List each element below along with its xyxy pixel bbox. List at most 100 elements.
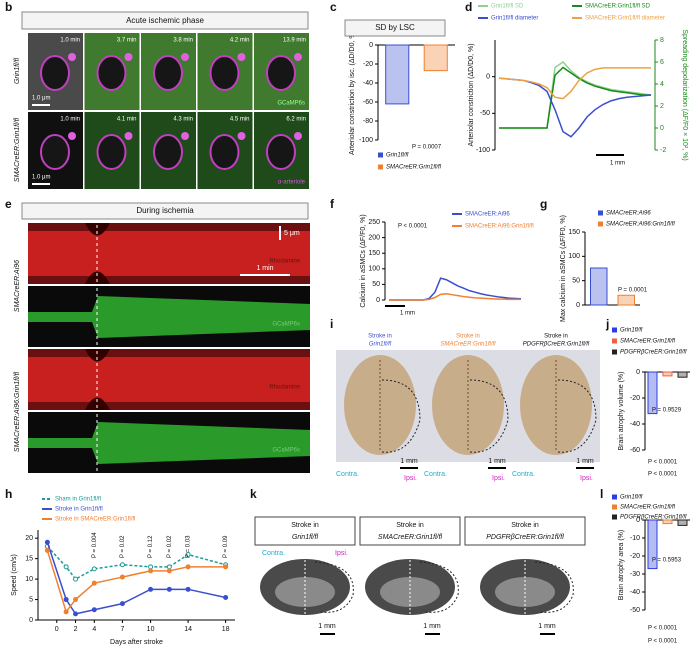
label-box [254, 516, 356, 546]
scale-label: 5 μm [284, 230, 300, 237]
point [63, 564, 69, 570]
y-tick-label: 50 [572, 278, 580, 285]
series-line [499, 66, 651, 129]
annotation: P = 0.09 [223, 535, 229, 558]
series-line [389, 277, 522, 301]
y2-tick-label: 6 [660, 59, 664, 66]
y-tick-label: 200 [368, 234, 380, 241]
annotation: P < 0.0001 [648, 626, 678, 632]
x-tick-label: 14 [184, 626, 192, 633]
lesion-outline [534, 561, 574, 613]
point [63, 609, 69, 615]
side-label: Ipsi. [335, 550, 348, 557]
y-tick-label: 20 [25, 535, 33, 542]
y-tick-label: -100 [359, 137, 373, 144]
panel-letter: g [540, 197, 547, 211]
point [148, 568, 154, 574]
x-tick-label: 2 [74, 626, 78, 633]
side-label: Contra. [336, 471, 359, 478]
legend-label: Grin1fl/fl SD [491, 4, 524, 10]
y-tick-label: -20 [630, 395, 640, 402]
legend-label: Grin1fl/fl [386, 153, 409, 159]
series-line [46, 545, 226, 581]
y-tick-label: 15 [25, 555, 33, 562]
panel-letter: j [605, 317, 609, 331]
title-box [21, 11, 309, 30]
label: Grin1fl/fl [292, 534, 319, 541]
y-tick-label: -40 [363, 80, 373, 87]
legend-marker [598, 221, 603, 227]
panel-letter: d [465, 0, 472, 14]
vessel [266, 134, 296, 170]
panel-letter: f [330, 197, 335, 211]
legend-label: Stroke in Grin1fl/fl [55, 507, 103, 513]
label: SMACreER:Grin1fl/fl [440, 342, 496, 348]
label: Stroke in [396, 522, 424, 529]
y-tick-label: -50 [480, 110, 490, 117]
bar [662, 371, 673, 377]
legend-label: PDGFRβCreER:Grin1fl/fl [620, 515, 687, 521]
legend-marker [612, 514, 617, 520]
row-label: Grin1fl/fl [14, 58, 21, 85]
bar [677, 371, 688, 378]
bar [423, 44, 448, 72]
y2-tick-label: 8 [660, 37, 664, 44]
legend-label: SMACreER:Grin1fl/fl diameter [585, 16, 665, 22]
y-tick-label: 0 [486, 74, 490, 81]
legend-label: SMACreER:Ai96:Grin1fl/fl [465, 224, 534, 230]
vessel [153, 55, 183, 91]
legend-marker [612, 327, 617, 333]
cell-signal [294, 53, 302, 61]
kymograph [28, 349, 310, 410]
time-label: 4.3 min [173, 117, 193, 123]
panel-letter: k [250, 487, 257, 501]
side-label: Ipsi. [404, 475, 417, 482]
point [44, 539, 50, 545]
time-label: 3.7 min [117, 38, 137, 44]
cell-signal [124, 53, 133, 61]
y-axis-label: Arteriolar constriction (ΔD/D0, %) [468, 43, 475, 146]
legend-label: Grin1fl/fl [620, 495, 643, 501]
scale-label: 1 mm [538, 623, 556, 630]
legend-label: Sham in Grin1fl/fl [55, 497, 101, 503]
label-box [359, 516, 461, 546]
legend-label: SMACreER:Ai96:Grin1fl/fl [606, 222, 675, 228]
bar [590, 267, 608, 306]
y-tick-label: -50 [630, 607, 640, 614]
label-box [464, 516, 586, 546]
annotation: 1 mm [400, 311, 415, 317]
point [223, 595, 229, 600]
channel-label: Rhodamine [269, 259, 300, 265]
y2-tick-label: 2 [660, 103, 664, 110]
y-tick-label: 5 [29, 596, 33, 603]
cell-signal [237, 132, 246, 140]
annotation: P = 0.5953 [652, 558, 682, 564]
vessel [209, 55, 240, 91]
legend-label: SMACreER:Grin1fl/fl SD [585, 4, 651, 10]
panel-title: Acute ischemic phase [126, 16, 204, 25]
legend-label: SMACreER:Grin1fl/fl [620, 339, 676, 345]
time-label: 4.5 min [230, 117, 250, 123]
y-axis-label: Speed (cm/s) [11, 554, 18, 596]
constriction [85, 349, 110, 410]
legend-label: SMACreER:Grin1fl/fl [386, 165, 442, 171]
kymograph-band [28, 349, 310, 357]
legend-marker [378, 152, 383, 158]
point [148, 564, 154, 570]
time-label: 4.2 min [230, 38, 250, 44]
panel-letter: e [5, 197, 12, 211]
vessel [209, 134, 240, 170]
panel-letter: b [5, 0, 12, 14]
point [63, 597, 69, 603]
label: Stroke in [544, 334, 568, 340]
kymograph-band [28, 402, 310, 410]
channel-label: Rhodamine [269, 385, 300, 391]
bar [662, 519, 673, 525]
panel-letter: l [600, 487, 603, 501]
label: Stroke in [456, 334, 480, 340]
annotation: P = 0.004 [92, 532, 98, 558]
scale-label: 1 mm [488, 458, 506, 465]
point [166, 586, 172, 592]
point [119, 574, 125, 580]
